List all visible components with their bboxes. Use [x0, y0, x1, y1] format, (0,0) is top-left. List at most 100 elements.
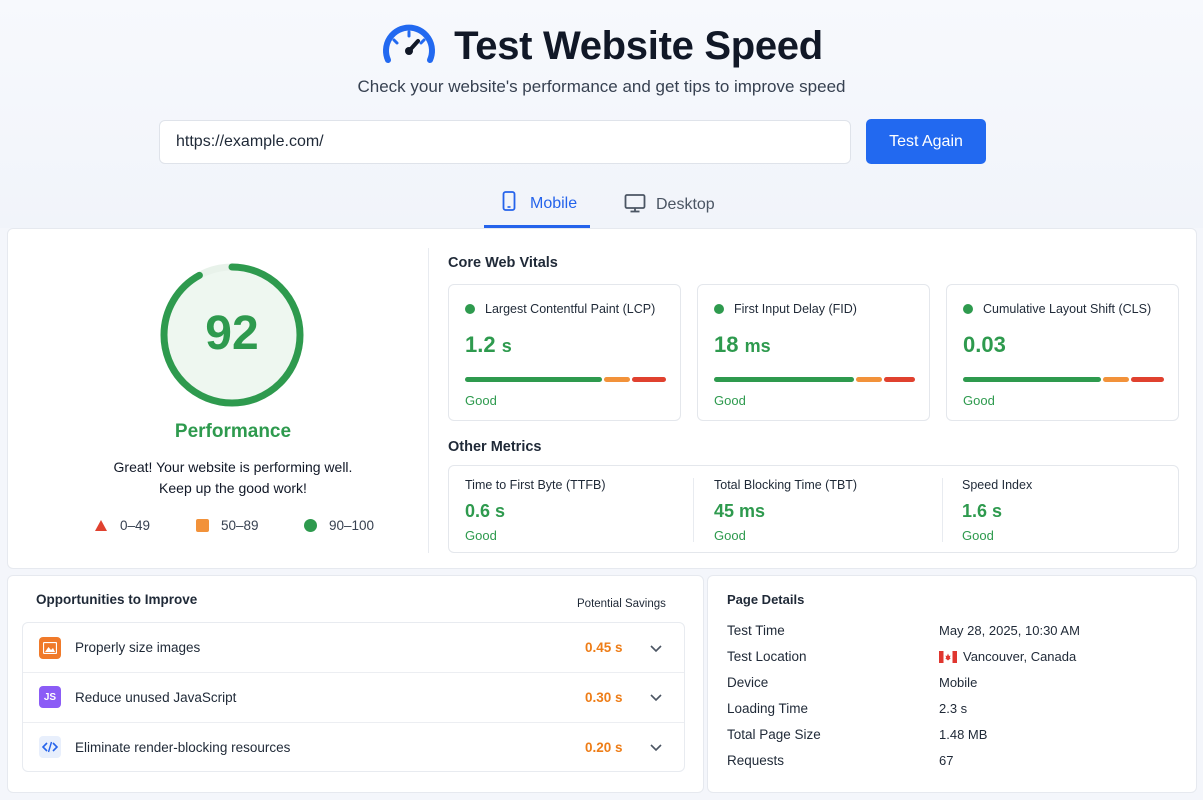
bar-good-segment	[714, 377, 854, 382]
metric-value: 0.6 s	[465, 501, 506, 521]
detail-value: Vancouver, Canada	[963, 649, 1077, 664]
detail-key: Total Page Size	[727, 727, 821, 742]
other-metrics-title: Other Metrics	[448, 439, 542, 455]
vital-bar	[714, 377, 915, 382]
detail-key: Device	[727, 675, 769, 690]
metric-value: 45 ms	[714, 501, 766, 521]
title-row: Test Website Speed	[0, 20, 1203, 73]
opportunity-saving: 0.45 s	[585, 640, 623, 655]
vital-value-unit: ms	[744, 336, 771, 356]
bar-average-segment	[604, 377, 630, 382]
vital-value: 0.03	[963, 332, 1006, 358]
metric-tbt: Total Blocking Time (TBT) 45 ms Good	[698, 466, 942, 552]
bar-good-segment	[465, 377, 602, 382]
vital-value-number: 1.2	[465, 332, 496, 357]
performance-score: 92	[205, 307, 259, 360]
image-icon	[39, 636, 61, 659]
metric-divider	[942, 478, 943, 542]
core-web-vitals-title: Core Web Vitals	[448, 255, 558, 271]
vital-value-number: 0.03	[963, 332, 1006, 357]
opportunity-saving: 0.30 s	[585, 689, 623, 705]
legend-average-label: 50–89	[221, 518, 259, 533]
bar-poor-segment	[884, 377, 915, 382]
vital-name: Largest Contentful Paint (LCP)	[485, 302, 656, 316]
vital-value: 18 ms	[714, 332, 771, 358]
bar-marker	[527, 377, 530, 382]
vital-name: Cumulative Layout Shift (CLS)	[983, 302, 1152, 316]
vital-status: Good	[714, 393, 746, 408]
performance-gauge	[160, 263, 304, 407]
vital-status: Good	[465, 393, 497, 408]
canada-flag-icon	[939, 650, 957, 663]
triangle-icon	[95, 520, 107, 531]
vital-status: Good	[963, 393, 995, 408]
bar-average-segment	[856, 377, 882, 382]
chevron-down-icon[interactable]	[649, 690, 663, 704]
chevron-down-icon[interactable]	[649, 641, 663, 655]
detail-value: May 28, 2025, 10:30 AM	[939, 623, 1080, 638]
test-again-button[interactable]: Test Again	[866, 119, 986, 164]
tab-mobile-label: Mobile	[530, 194, 578, 212]
vital-name-row: Largest Contentful Paint (LCP)	[465, 302, 655, 316]
tab-mobile[interactable]: Mobile	[484, 182, 590, 228]
bar-marker	[1029, 377, 1032, 382]
js-icon: JS	[39, 686, 61, 708]
legend-poor: 0–49	[94, 518, 150, 533]
detail-key: Test Time	[727, 623, 785, 638]
opportunity-saving: 0.20 s	[585, 739, 623, 755]
detail-key: Loading Time	[727, 701, 809, 716]
circle-icon	[304, 519, 317, 532]
vital-name-row: First Input Delay (FID)	[714, 302, 857, 316]
detail-value: Mobile	[939, 675, 978, 690]
detail-value: 67	[939, 753, 954, 768]
vital-card-lcp: Largest Contentful Paint (LCP) 1.2 s Goo…	[448, 284, 681, 421]
opportunities-title: Opportunities to Improve	[36, 592, 198, 607]
status-dot-icon	[714, 304, 724, 314]
vital-bar	[963, 377, 1164, 382]
tab-desktop[interactable]: Desktop	[624, 182, 715, 228]
status-dot-icon	[963, 304, 973, 314]
metric-value: 1.6 s	[962, 501, 1003, 521]
legend-good-label: 90–100	[329, 518, 375, 533]
page-details-title: Page Details	[727, 592, 805, 607]
square-icon	[196, 519, 209, 532]
metric-status: Good	[962, 528, 994, 543]
opportunity-label: Eliminate render-blocking resources	[75, 739, 291, 755]
detail-key: Requests	[727, 753, 785, 768]
legend-average: 50–89	[196, 518, 259, 533]
page-title: Test Website Speed	[454, 24, 823, 68]
performance-message: Great! Your website is performing well. …	[7, 457, 459, 499]
divider	[428, 248, 429, 553]
metric-ttfb: Time to First Byte (TTFB) 0.6 s Good	[449, 466, 693, 552]
legend-poor-label: 0–49	[120, 518, 151, 533]
page-subtitle: Check your website's performance and get…	[357, 77, 846, 96]
page-details-card	[707, 575, 1197, 793]
desktop-icon	[624, 192, 646, 219]
vital-value: 1.2 s	[465, 332, 512, 358]
gauge-arc	[160, 263, 304, 407]
metric-name: Total Blocking Time (TBT)	[714, 478, 858, 492]
bar-poor-segment	[632, 377, 666, 382]
vital-bar	[465, 377, 666, 382]
detail-value-wrap: Vancouver, Canada	[939, 649, 1076, 664]
detail-key: Test Location	[727, 649, 807, 664]
bar-average-segment	[1103, 377, 1129, 382]
chevron-down-icon[interactable]	[649, 740, 663, 754]
tab-desktop-label: Desktop	[656, 196, 715, 213]
vital-card-fid: First Input Delay (FID) 18 ms Good	[697, 284, 930, 421]
opportunity-row[interactable]: JS Reduce unused JavaScript 0.30 s	[23, 672, 684, 721]
mobile-icon	[498, 190, 520, 217]
metric-name: Time to First Byte (TTFB)	[465, 478, 606, 492]
opportunity-row[interactable]: Properly size images 0.45 s	[23, 623, 684, 672]
other-metrics-box: Time to First Byte (TTFB) 0.6 s Good Tot…	[448, 465, 1179, 553]
opportunities-list: Properly size images 0.45 s JS Reduce un…	[22, 622, 685, 772]
bar-poor-segment	[1131, 377, 1164, 382]
vital-value-unit: s	[501, 336, 512, 356]
vital-name: First Input Delay (FID)	[734, 302, 857, 316]
status-dot-icon	[465, 304, 475, 314]
url-input[interactable]	[159, 120, 851, 164]
metric-name: Speed Index	[962, 478, 1033, 492]
metric-status: Good	[465, 528, 497, 543]
opportunity-row[interactable]: Eliminate render-blocking resources 0.20…	[23, 722, 684, 771]
vital-name-row: Cumulative Layout Shift (CLS)	[963, 302, 1151, 316]
